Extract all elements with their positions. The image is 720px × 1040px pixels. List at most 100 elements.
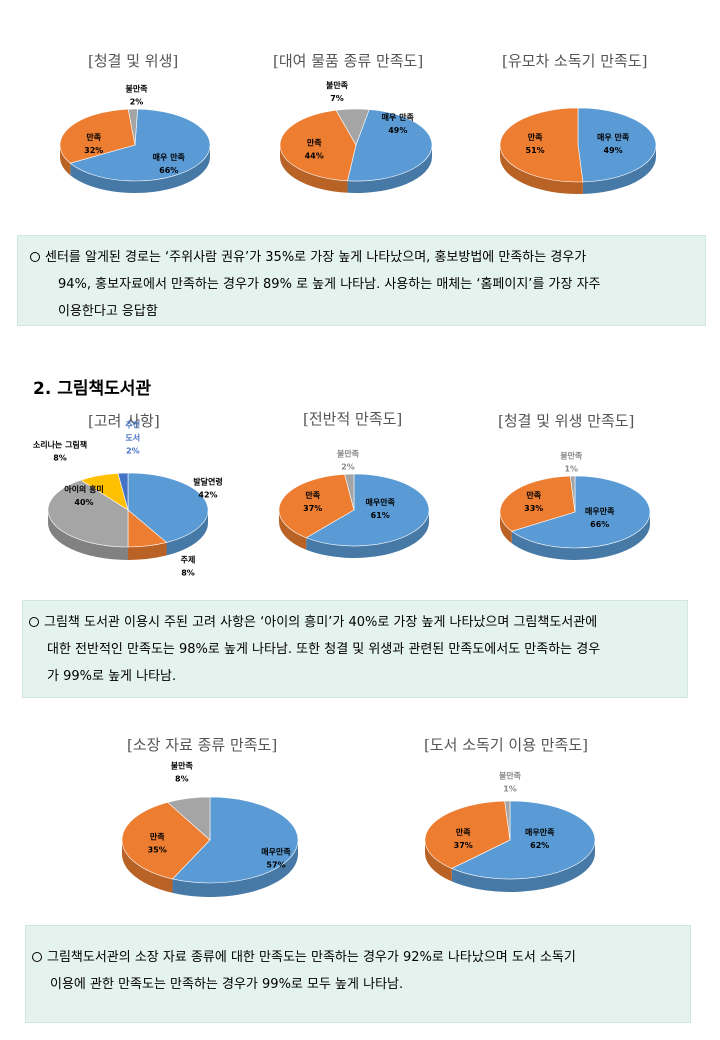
pie-slice [335,108,370,146]
pie-slice [499,475,576,532]
pie-slice-side [172,840,298,898]
slice-label: 매우 만족 [597,132,630,142]
slice-value: 7% [330,94,344,103]
chart-title: [청결 및 위생] [88,52,179,70]
slice-label: 만족 [305,490,320,500]
section-heading: 2. 그림책도서관 [33,379,152,399]
bullet-icon [32,952,42,962]
pie-slice [344,473,355,511]
pie-slice [347,109,433,182]
pie-slice [424,800,511,869]
slice-label: 매우 만족 [153,152,186,162]
slice-label: 매우만족 [525,827,555,837]
slice-label: 주제 [181,554,196,564]
pie-slice-side [500,512,512,544]
slice-label: 아이의 흥미 [64,484,104,494]
slice-value: 49% [388,126,407,135]
slice-value: 35% [148,845,167,854]
summary-box: 센터를 알게된 경로는 ‘주위사람 권유’가 35%로 가장 높게 나타났으며,… [17,235,706,326]
slice-value: 1% [503,784,517,793]
summary-line: 그림책 도서관 이용시 주된 고려 사항은 ‘아이의 흥미’가 40%로 가장 … [44,615,598,630]
slice-label: 매우 만족 [382,112,415,122]
slice-label: 추천 [125,419,140,429]
pie-slice-side [347,145,432,193]
slice-label: 만족 [86,132,101,142]
slice-value: 2% [126,446,140,455]
summary-line: 그림책도서관의 소장 자료 종류에 대한 만족도는 만족하는 경우가 92%로 … [47,950,576,965]
pie-slice-side [451,840,595,893]
pie-slice [117,472,129,511]
slice-label: 만족 [456,827,471,837]
slice-label: 발달연령 [193,477,222,487]
pie-slice-side [582,145,656,194]
slice-value: 49% [604,146,623,155]
chart-title: [청결 및 위생 만족도] [498,412,635,430]
chart-title: [유모차 소독기 만족도] [502,52,648,70]
pie-slice-side [70,145,210,193]
pie-slice [127,108,138,146]
slice-value: 62% [530,841,549,850]
pie-slice [121,801,211,880]
pie-slice-side [500,145,583,194]
slice-label: 불만족 [499,770,522,780]
pie-slice [569,475,576,513]
pie-slice-side [166,510,208,556]
slice-value: 32% [84,146,103,155]
pie-slice-side [279,510,307,550]
summary-line: 이용한다고 응답함 [58,304,158,319]
pie-slice [69,108,211,182]
pie-slice [47,479,129,548]
slice-value: 8% [53,454,67,463]
slice-label: 매우만족 [261,846,291,856]
slice-value: 57% [266,860,285,869]
pie-slice-side [511,512,650,560]
pie-slice-side [280,145,348,193]
slice-label: 매우만족 [366,497,396,507]
slice-value: 33% [524,504,543,513]
slice-value: 37% [303,504,322,513]
slice-value: 8% [175,774,189,783]
pie-slice [127,472,209,543]
slice-label: 도서 [125,432,140,442]
slice-value: 1% [564,464,578,473]
pie-slice [499,107,584,183]
summary-line: 이용에 관한 만족도는 만족하는 경우가 99%로 모두 높게 나타남. [50,977,404,992]
slice-value: 66% [159,166,178,175]
chart-title: [고려 사항] [88,412,160,430]
pie-slice [451,800,596,880]
pie-slice-side [424,840,452,882]
slice-label: 매우만족 [585,506,615,516]
slice-value: 8% [181,568,195,577]
pie-slice [59,108,136,164]
chart-title: [대여 물품 종류 만족도] [273,52,424,70]
pie-slice [171,796,299,884]
slice-value: 2% [130,97,144,106]
slice-label: 소리나는 그림책 [33,440,87,450]
slice-label: 만족 [307,137,322,147]
slice-label: 만족 [528,132,543,142]
summary-line: 센터를 알게된 경로는 ‘주위사람 권유’가 35%로 가장 높게 나타났으며,… [45,250,587,265]
summary-box: 그림책 도서관 이용시 주된 고려 사항은 ‘아이의 흥미’가 40%로 가장 … [22,600,688,698]
summary-line: 대한 전반적인 만족도는 98%로 높게 나타남. 또한 청결 및 위생과 관련… [47,642,601,657]
slice-value: 61% [371,511,390,520]
pie-slice-side [121,840,173,893]
slice-value: 44% [305,151,324,160]
bullet-icon [29,617,39,627]
slice-value: 2% [341,462,355,471]
chart-title: [도서 소독기 이용 만족도] [424,736,589,754]
summary-line: 가 99%로 높게 나타남. [47,669,177,684]
slice-value: 37% [454,841,473,850]
slice-label: 불만족 [337,448,360,458]
slice-label: 불만족 [171,760,194,770]
slice-value: 40% [74,498,93,507]
slice-value: 42% [198,491,217,500]
slice-value: 51% [526,146,545,155]
pie-slice [278,473,355,539]
